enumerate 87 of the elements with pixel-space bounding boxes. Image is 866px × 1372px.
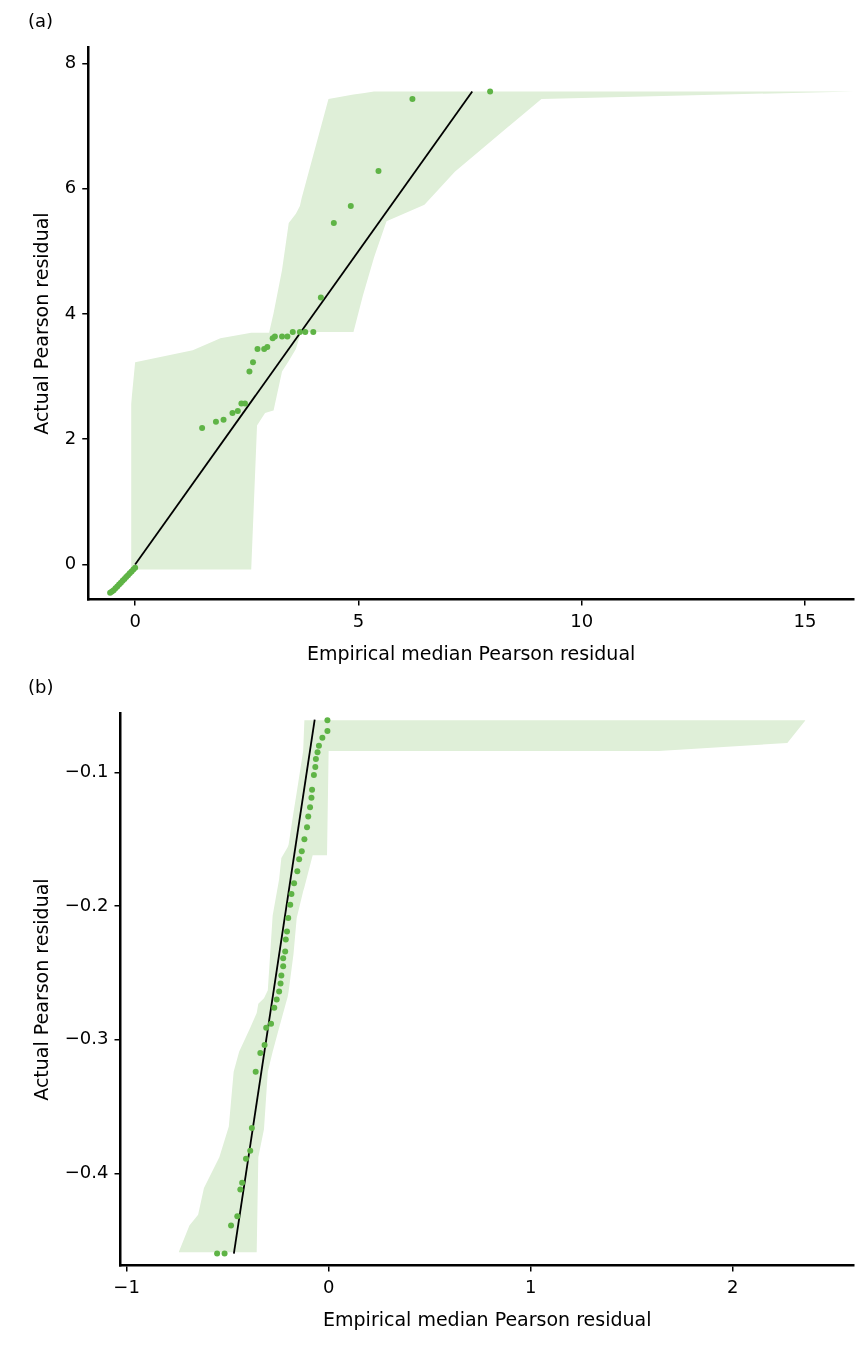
point: [310, 329, 317, 336]
point: [257, 1050, 264, 1057]
point: [248, 1124, 255, 1131]
y-tick-label: 8: [64, 50, 77, 72]
y-tick-label: −0.1: [64, 760, 109, 782]
point: [229, 409, 236, 416]
point: [324, 727, 331, 734]
point: [278, 972, 285, 979]
point: [330, 220, 337, 227]
point: [409, 95, 416, 102]
point: [308, 794, 315, 801]
point: [271, 1004, 278, 1011]
point: [294, 868, 301, 875]
x-tick-label: 0: [129, 610, 141, 632]
point: [252, 1068, 259, 1075]
point: [220, 416, 227, 423]
y-axis-title: Actual Pearson residual: [30, 212, 53, 435]
x-tick-label: 5: [352, 610, 365, 632]
point: [296, 856, 303, 863]
point: [314, 749, 321, 756]
point: [287, 901, 294, 908]
chart-title: (b): [28, 676, 54, 698]
point: [284, 928, 291, 935]
point: [487, 88, 494, 95]
point: [268, 1020, 275, 1027]
point: [247, 1147, 254, 1154]
point: [324, 717, 331, 724]
point: [301, 836, 308, 843]
chart-title: (a): [28, 10, 54, 32]
x-tick-label: 15: [793, 610, 817, 632]
x-tick-label: −1: [113, 1276, 140, 1298]
y-tick-label: 2: [64, 426, 77, 448]
point: [277, 980, 284, 987]
point: [214, 1250, 221, 1257]
y-tick-label: −0.3: [64, 1027, 109, 1049]
point: [254, 345, 261, 352]
point: [288, 891, 295, 898]
y-tick-label: 0: [64, 552, 77, 574]
point: [261, 1042, 268, 1049]
point: [302, 329, 309, 336]
point: [276, 988, 283, 995]
point: [309, 786, 316, 793]
point: [375, 168, 382, 175]
point: [242, 1155, 249, 1162]
point: [305, 813, 312, 820]
point: [199, 424, 206, 431]
point: [237, 1186, 244, 1193]
point: [250, 359, 257, 366]
point: [228, 1222, 235, 1229]
point: [312, 756, 319, 763]
point: [221, 1250, 228, 1257]
point: [234, 408, 241, 415]
x-axis-title: Empirical median Pearson residual: [306, 641, 636, 664]
point: [296, 329, 303, 336]
y-tick-label: −0.2: [64, 893, 109, 915]
point: [310, 772, 317, 779]
y-tick-label: −0.4: [64, 1161, 109, 1183]
point: [289, 329, 296, 336]
point: [246, 368, 253, 375]
point: [304, 824, 311, 831]
point: [319, 734, 326, 741]
point: [347, 203, 354, 210]
point: [280, 955, 287, 962]
point: [212, 418, 219, 425]
point: [263, 1024, 270, 1031]
x-tick-label: 10: [570, 610, 594, 632]
point: [284, 333, 291, 340]
y-tick-label: 6: [64, 176, 77, 198]
point: [285, 915, 292, 922]
point: [312, 764, 319, 771]
x-tick-label: 1: [524, 1276, 537, 1298]
point: [234, 1213, 241, 1220]
y-tick-label: 4: [64, 301, 77, 323]
point: [280, 963, 287, 970]
point: [291, 880, 298, 887]
point: [282, 948, 289, 955]
x-tick-label: 0: [322, 1276, 335, 1298]
point: [273, 996, 280, 1003]
y-axis-title: Actual Pearson residual: [30, 878, 53, 1101]
point: [317, 294, 324, 301]
point: [307, 804, 314, 811]
x-axis-title: Empirical median Pearson residual: [323, 1307, 652, 1330]
point: [282, 936, 289, 943]
x-tick-label: 2: [727, 1276, 739, 1298]
point: [315, 742, 322, 749]
point: [239, 1179, 246, 1186]
point: [298, 848, 305, 855]
